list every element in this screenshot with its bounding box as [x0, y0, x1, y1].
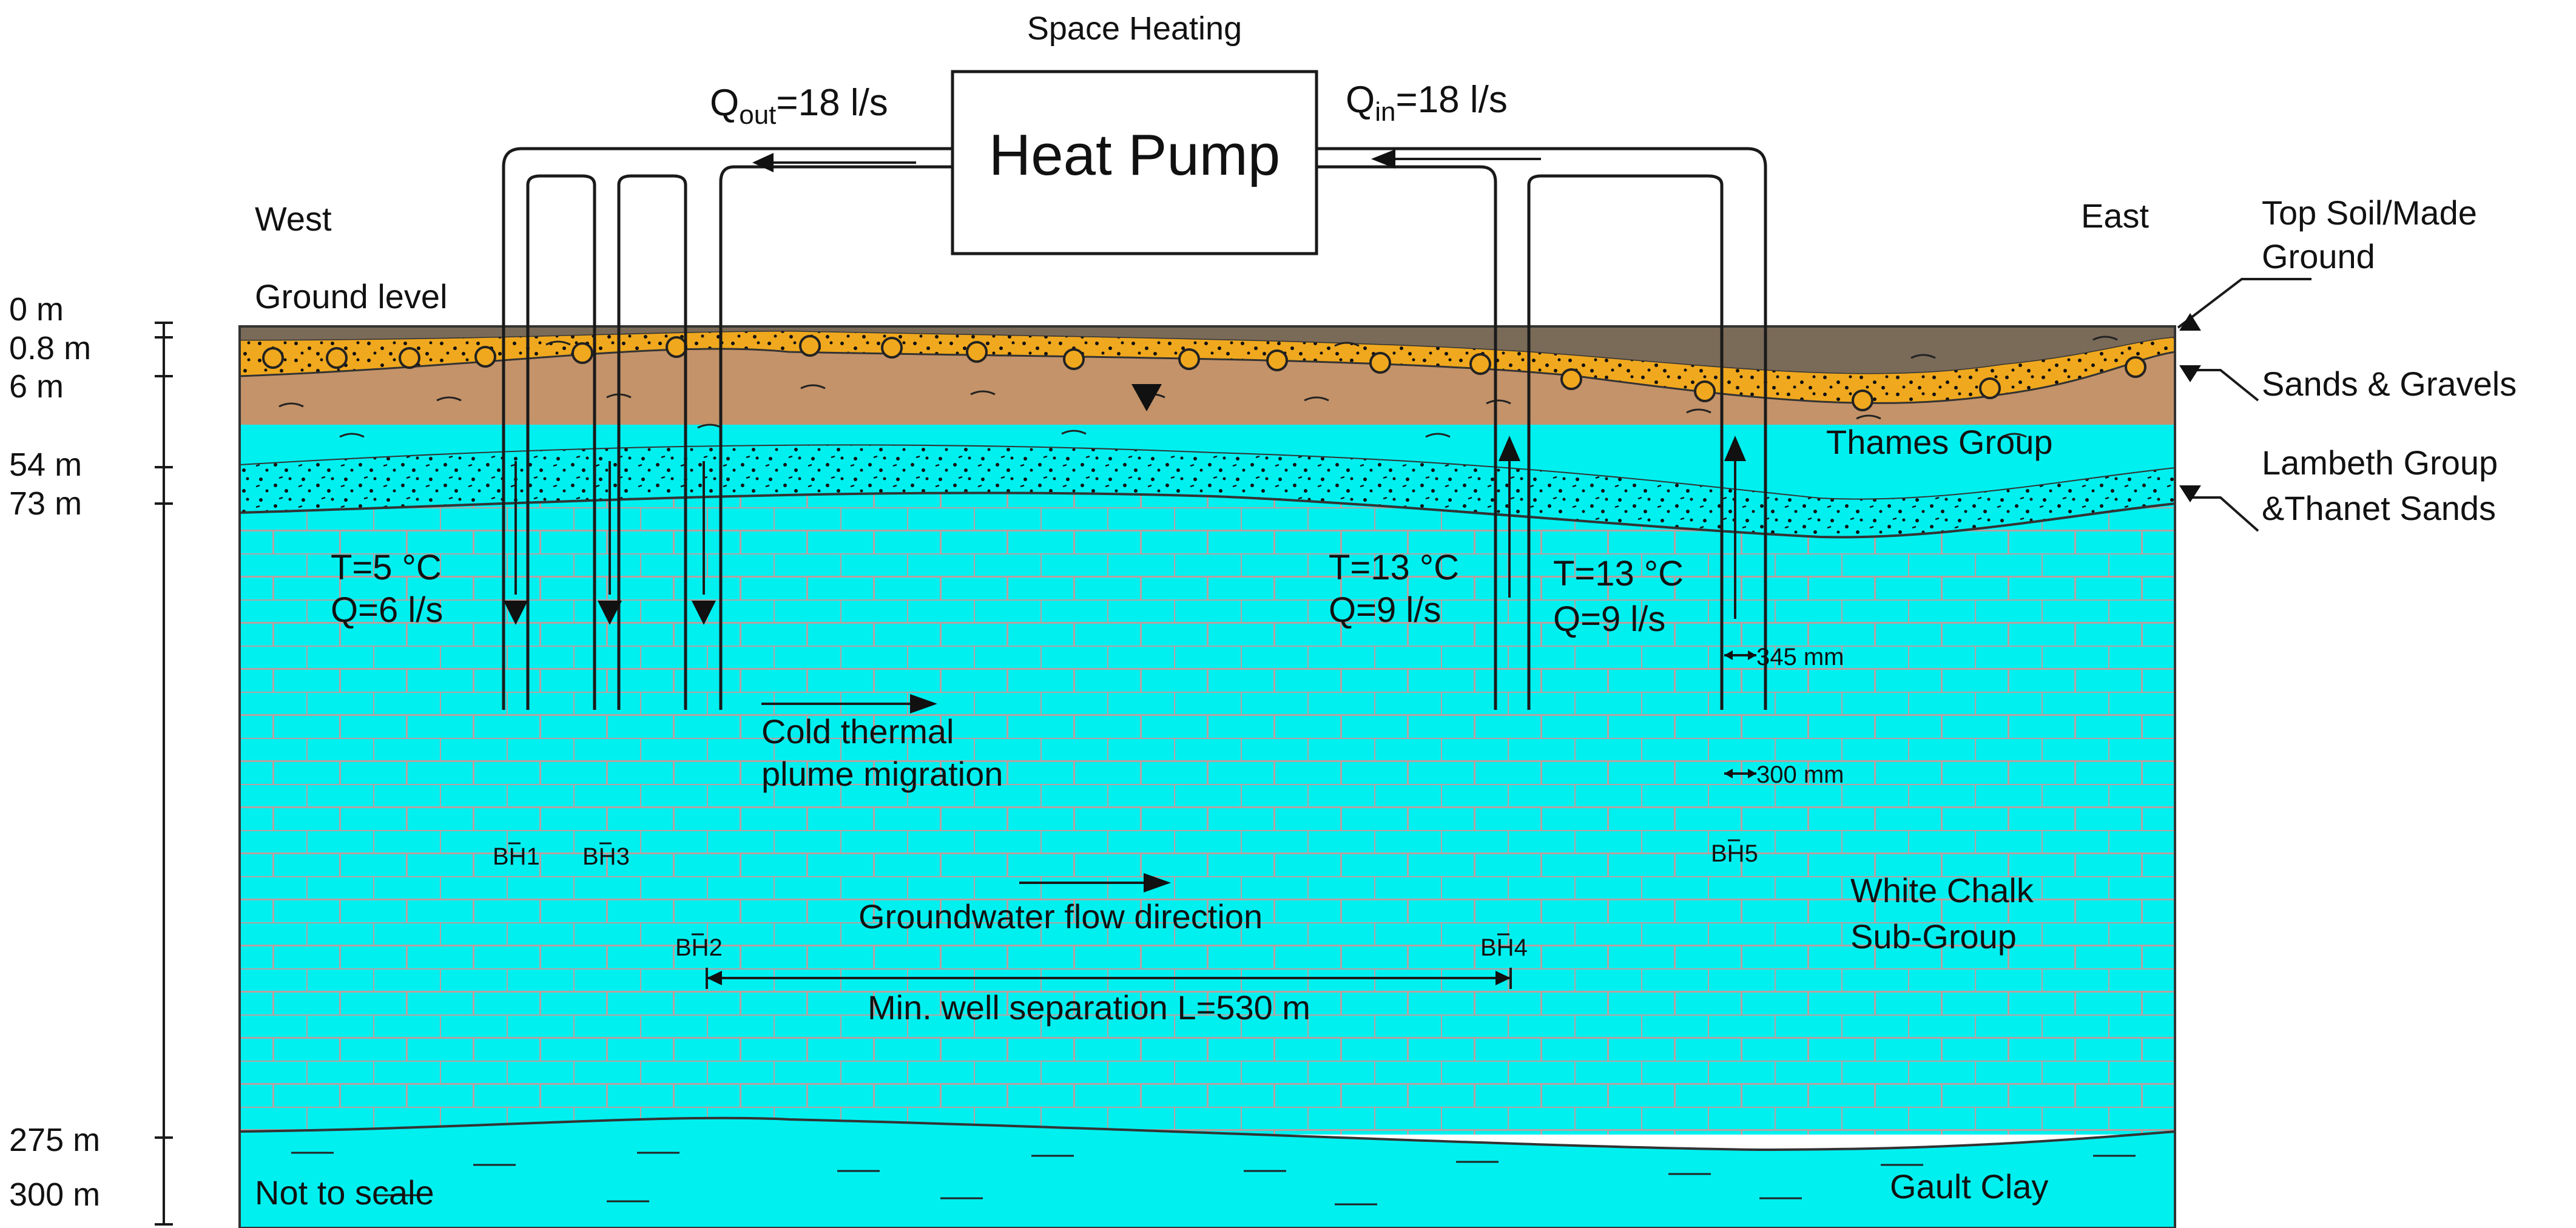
- layer-leaders: [2177, 278, 2311, 532]
- plume-label: Cold thermal plume migration: [761, 712, 1003, 793]
- clay-dashes: [278, 336, 2118, 438]
- q-out-arrow: [752, 153, 916, 172]
- ground-level-label: Ground level: [255, 277, 448, 315]
- space-heating-label: Space Heating: [1027, 10, 1242, 47]
- q-out-label: Qout=18 l/s: [710, 82, 888, 130]
- groundwater-arrow: [1019, 873, 1171, 892]
- thames-clay-layer: [240, 348, 2175, 425]
- gravel-pebbles: [262, 335, 2146, 411]
- dimension-345mm: [1724, 650, 1756, 660]
- thames-group-label: Thames Group: [1826, 423, 2053, 461]
- lambeth-thanet-label: Lambeth Group &Thanet Sands: [2262, 444, 2507, 527]
- depth-label-1: 0.8 m: [9, 330, 91, 366]
- heat-pump-label: Heat Pump: [989, 123, 1280, 187]
- q-in-label: Qin=18 l/s: [1346, 79, 1508, 127]
- dimension-300mm: [1724, 769, 1756, 778]
- depth-axis: [155, 322, 173, 1226]
- dimension-300mm-label: 300 mm: [1756, 761, 1844, 788]
- white-chalk-label: White Chalk Sub-Group: [1850, 871, 2043, 956]
- scale-note: Not to scale: [255, 1173, 434, 1212]
- water-table-marker: [1131, 384, 1162, 411]
- borehole-label-bh3: BH3: [582, 843, 630, 870]
- east-pipework: [1317, 147, 1767, 710]
- west-wells-temperature: T=5 °C: [331, 548, 442, 587]
- abstraction-arrows: [1499, 436, 1746, 619]
- dimension-345mm-label: 345 mm: [1756, 644, 1844, 670]
- west-wells-flow: Q=6 l/s: [331, 590, 443, 630]
- top-soil-layer: [240, 326, 2175, 374]
- east-label: East: [2081, 197, 2149, 235]
- separation-label: Min. well separation L=530 m: [868, 988, 1310, 1027]
- borehole-label-bh1: BH1: [493, 843, 540, 870]
- groundwater-label: Groundwater flow direction: [858, 897, 1263, 936]
- gault-dashes: [291, 1152, 2136, 1206]
- depth-label-2: 6 m: [9, 368, 64, 405]
- separation-dimension: [706, 968, 1512, 989]
- east-well-a-temperature: T=13 °C: [1329, 548, 1459, 587]
- borehole-overlines: [508, 839, 1740, 936]
- borehole-label-bh2: BH2: [675, 934, 723, 961]
- depth-label-5: 275 m: [9, 1122, 100, 1158]
- depth-label-6: 300 m: [9, 1176, 100, 1213]
- west-label: West: [255, 200, 332, 238]
- east-well-a-flow: Q=9 l/s: [1329, 590, 1441, 630]
- injection-arrows: [504, 461, 716, 625]
- borehole-label-bh5: BH5: [1711, 840, 1758, 867]
- east-well-b-flow: Q=9 l/s: [1553, 599, 1665, 639]
- gault-clay-label: Gault Clay: [1890, 1167, 2048, 1206]
- thames-group-band: [240, 425, 2175, 499]
- depth-label-4: 73 m: [9, 485, 82, 522]
- section-frame: [238, 325, 2176, 1228]
- gault-clay-layer: [238, 1116, 2176, 1228]
- white-chalk-layer: [240, 473, 2175, 1135]
- q-in-arrow: [1371, 149, 1541, 169]
- heat-pump-box: [951, 70, 1318, 255]
- west-pipework: [502, 147, 953, 710]
- depth-label-3: 54 m: [9, 447, 82, 483]
- sands-gravels-label: Sands & Gravels: [2262, 365, 2517, 403]
- depth-label-0: 0 m: [9, 291, 64, 328]
- east-well-b-temperature: T=13 °C: [1553, 554, 1684, 593]
- top-soil-label: Top Soil/Made Ground: [2262, 194, 2486, 275]
- plume-arrow: [761, 694, 937, 714]
- borehole-label-bh4: BH4: [1480, 934, 1528, 961]
